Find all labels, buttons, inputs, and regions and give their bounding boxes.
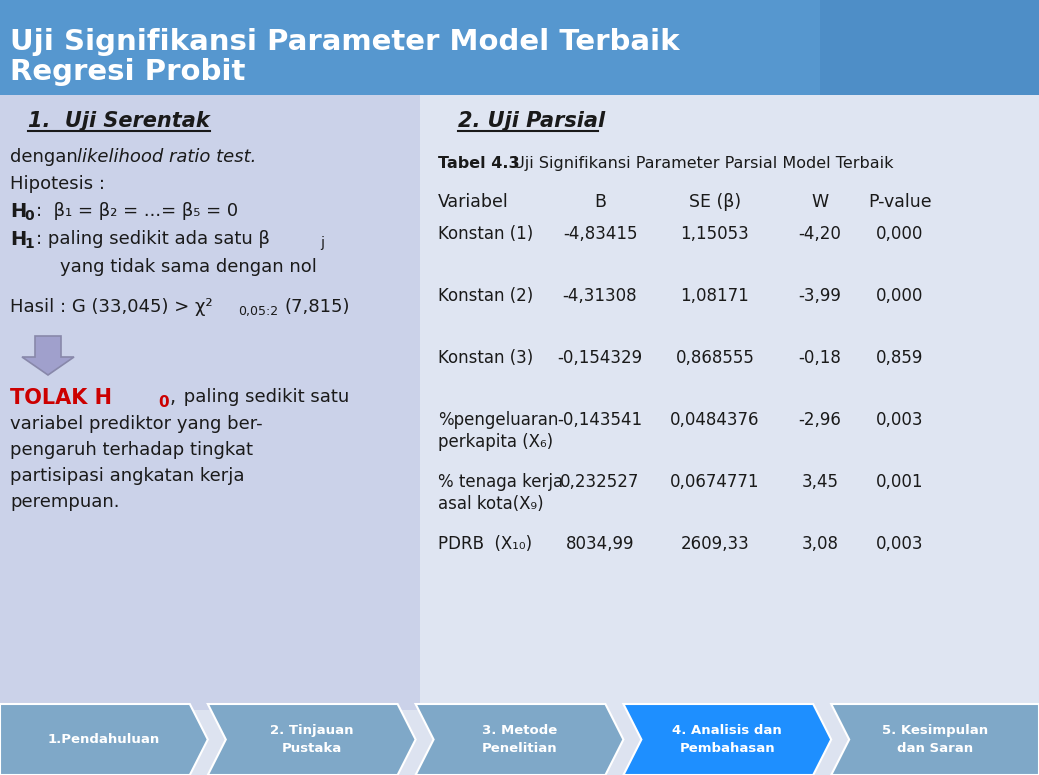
Text: 3,08: 3,08 [801,535,838,553]
Text: 0,0484376: 0,0484376 [670,411,760,429]
Text: variabel prediktor yang ber-: variabel prediktor yang ber- [10,415,263,433]
Text: PDRB  (X₁₀): PDRB (X₁₀) [438,535,532,553]
Polygon shape [831,704,1039,775]
Text: dan Saran: dan Saran [897,742,974,755]
Text: Uji Signifikansi Parameter Parsial Model Terbaik: Uji Signifikansi Parameter Parsial Model… [508,156,894,171]
Text: B: B [594,193,606,211]
Text: yang tidak sama dengan nol: yang tidak sama dengan nol [60,258,317,276]
Text: -4,20: -4,20 [799,225,842,243]
Bar [0,0,1039,95]
Text: -2,96: -2,96 [799,411,842,429]
Text: -3,99: -3,99 [799,287,842,305]
Text: pengaruh terhadap tingkat: pengaruh terhadap tingkat [10,441,254,459]
Text: -4,31308: -4,31308 [563,287,637,305]
Text: Tabel 4.3: Tabel 4.3 [438,156,520,171]
Text: 0,05:2: 0,05:2 [238,305,278,318]
Text: 0,868555: 0,868555 [675,349,754,367]
Text: Hasil : G (33,045) > χ²: Hasil : G (33,045) > χ² [10,298,213,316]
Bar [420,95,1039,710]
Text: 0,001: 0,001 [876,473,924,491]
Bar [0,0,820,95]
Text: 1,08171: 1,08171 [681,287,749,305]
Text: (7,815): (7,815) [285,298,350,316]
Text: 0: 0 [158,395,168,410]
Text: 8034,99: 8034,99 [566,535,634,553]
Text: 1: 1 [24,237,33,251]
Text: Hipotesis :: Hipotesis : [10,175,105,193]
Text: H: H [10,202,26,221]
Text: dengan: dengan [10,148,83,166]
Text: partisipasi angkatan kerja: partisipasi angkatan kerja [10,467,244,485]
Text: -0,143541: -0,143541 [558,411,642,429]
Text: asal kota(X₉): asal kota(X₉) [438,495,543,513]
Text: ,: , [170,388,177,407]
Text: 3,45: 3,45 [801,473,838,491]
Text: -0,154329: -0,154329 [558,349,642,367]
Text: 2609,33: 2609,33 [681,535,749,553]
Text: % tenaga kerja: % tenaga kerja [438,473,563,491]
Text: H: H [10,230,26,249]
Text: Regresi Probit: Regresi Probit [10,58,245,86]
Text: 0,859: 0,859 [876,349,924,367]
Text: Uji Signifikansi Parameter Model Terbaik: Uji Signifikansi Parameter Model Terbaik [10,28,680,56]
Polygon shape [623,704,831,775]
Text: Konstan (1): Konstan (1) [438,225,533,243]
Text: perempuan.: perempuan. [10,493,119,511]
Polygon shape [22,336,74,375]
Text: Konstan (2): Konstan (2) [438,287,533,305]
Text: perkapita (X₆): perkapita (X₆) [438,433,553,451]
Text: -0,18: -0,18 [799,349,842,367]
Bar [0,95,420,710]
Text: -4,83415: -4,83415 [563,225,637,243]
Text: Pembahasan: Pembahasan [680,742,775,755]
Text: Variabel: Variabel [438,193,509,211]
Text: 2. Uji Parsial: 2. Uji Parsial [458,111,605,131]
Text: Pustaka: Pustaka [282,742,342,755]
Text: 0: 0 [24,209,33,223]
Text: 1.Pendahuluan: 1.Pendahuluan [48,733,160,746]
Text: : paling sedikit ada satu β: : paling sedikit ada satu β [36,230,270,248]
Text: 0,003: 0,003 [876,535,924,553]
Text: Konstan (3): Konstan (3) [438,349,533,367]
Text: %pengeluaran: %pengeluaran [438,411,558,429]
Text: W: W [811,193,828,211]
Polygon shape [208,704,416,775]
Text: 2. Tinjauan: 2. Tinjauan [270,724,353,737]
Text: P-value: P-value [869,193,932,211]
Text: 0,003: 0,003 [876,411,924,429]
Text: paling sedikit satu: paling sedikit satu [178,388,349,406]
Text: 5. Kesimpulan: 5. Kesimpulan [882,724,988,737]
Text: 0,000: 0,000 [876,225,924,243]
Text: TOLAK H: TOLAK H [10,388,112,408]
Text: Penelitian: Penelitian [482,742,557,755]
Text: 0,000: 0,000 [876,287,924,305]
Text: SE (β): SE (β) [689,193,741,211]
Text: :  β₁ = β₂ = ...= β₅ = 0: : β₁ = β₂ = ...= β₅ = 0 [36,202,238,220]
Polygon shape [0,704,208,775]
Text: 1,15053: 1,15053 [681,225,749,243]
Text: 0,232527: 0,232527 [560,473,640,491]
Text: 0,0674771: 0,0674771 [670,473,760,491]
Polygon shape [416,704,623,775]
Text: 3. Metode: 3. Metode [482,724,557,737]
Text: 4. Analisis dan: 4. Analisis dan [672,724,782,737]
Text: j: j [320,236,324,250]
Text: 1.  Uji Serentak: 1. Uji Serentak [28,111,210,131]
Text: likelihood ratio test.: likelihood ratio test. [77,148,257,166]
